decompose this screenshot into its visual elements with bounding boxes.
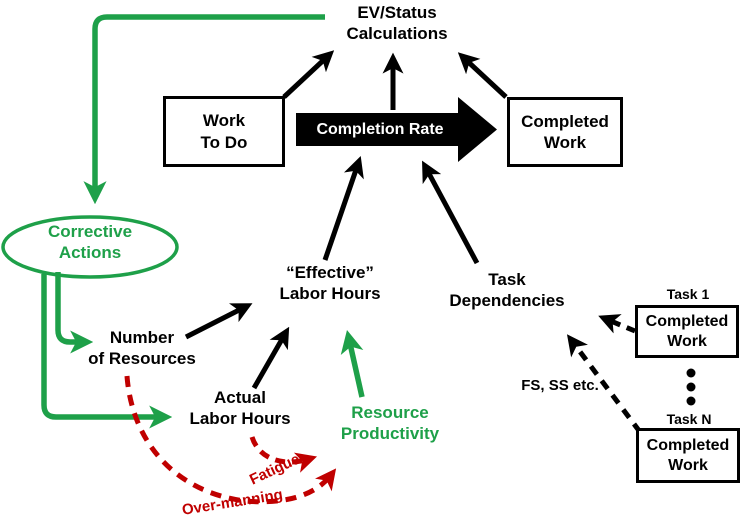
taskN-completed-work-box: Completed Work [636, 428, 740, 483]
taskN-title-label: Task N [666, 411, 712, 427]
corrective-actions-label: Corrective Actions [47, 222, 133, 262]
task-list-ellipsis-dots [686, 368, 696, 406]
number-of-resources-label: Number of Resources [88, 328, 196, 368]
arrow-number-to-effective-hours [184, 303, 253, 340]
arrow-actual-to-effective-hours [251, 326, 290, 390]
task-dependencies-label: Task Dependencies [449, 270, 565, 310]
resource-productivity-label: Resource Productivity [340, 403, 440, 443]
actual-labor-hours-label: Actual Labor Hours [189, 388, 291, 428]
completed-work-box: Completed Work [507, 97, 623, 167]
ev-status-calculations-label: EV/Status Calculations [346, 3, 448, 43]
arrow-overmanning-number-to-productivity [124, 375, 337, 505]
arrow-ev-to-corrective-actions [83, 14, 325, 205]
arrow-corrective-to-number-of-resources [55, 272, 94, 354]
arrow-taskdep-to-completionrate [422, 160, 480, 265]
arrow-fatigue-actual-to-productivity [249, 436, 318, 473]
completion-rate-label: Completion Rate [316, 120, 444, 138]
arrow-worktodo-to-ev [282, 50, 335, 99]
fs-ss-edge-label: FS, SS etc. [521, 377, 599, 394]
arrow-completedwork-to-ev [457, 52, 508, 99]
effective-labor-hours-label: “Effective” Labor Hours [279, 263, 381, 303]
arrow-corrective-to-actual-labor-hours [41, 274, 173, 429]
corrective-actions-ellipse [1, 215, 179, 279]
arrow-taskN-to-taskdep [566, 334, 643, 434]
arrow-productivity-to-effective-hours [340, 329, 365, 398]
work-to-do-box: Work To Do [163, 96, 285, 167]
task1-title-label: Task 1 [666, 286, 710, 302]
arrow-effective-to-completionrate [322, 156, 364, 261]
completion-rate-flow-arrow [296, 97, 497, 162]
task1-completed-work-box: Completed Work [635, 305, 739, 358]
arrow-task1-to-taskdep [598, 314, 636, 334]
